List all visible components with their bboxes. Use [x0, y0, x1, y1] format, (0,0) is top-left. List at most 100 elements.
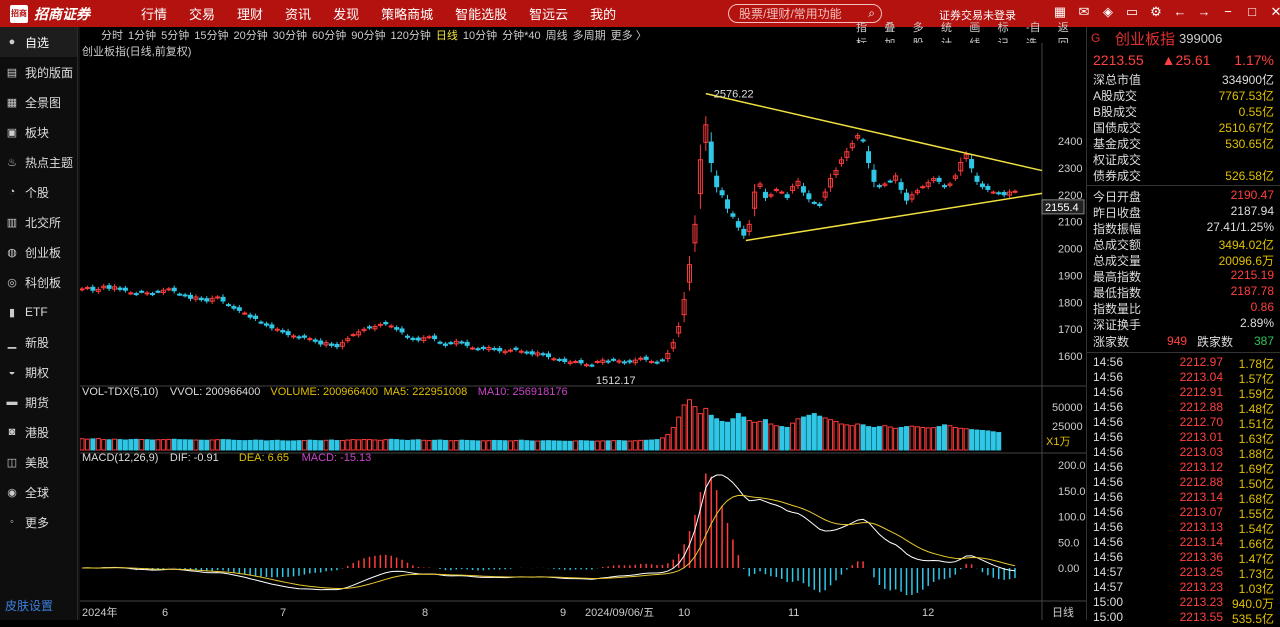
volume-bar	[621, 440, 627, 451]
nav-item[interactable]: 理财	[237, 7, 264, 22]
sidebar-item[interactable]: ▤ 我的版面	[0, 57, 77, 87]
tick-price: 2212.91	[1179, 385, 1223, 399]
period-tab[interactable]: 30分钟	[272, 30, 307, 42]
period-tab[interactable]: 周线	[545, 30, 568, 42]
stat-row: 指数振幅 27.41/1.25%	[1087, 220, 1280, 236]
cube-icon[interactable]: ◈	[1103, 4, 1113, 19]
tick-row: 14:56 2213.36 1.47亿	[1087, 550, 1280, 566]
volume-bar	[714, 418, 720, 451]
nav-item[interactable]: 资讯	[285, 7, 312, 22]
kline-chart-area[interactable]: 创业板指(日线,前复权) 1600 1700 1800 1900 2000 2100 2200…	[80, 43, 1086, 620]
period-tab[interactable]: 120分钟	[390, 30, 431, 42]
volume-bar	[849, 425, 855, 451]
candle-body	[790, 186, 796, 191]
forward-icon[interactable]: →	[1197, 4, 1211, 19]
candle-body	[920, 186, 926, 189]
period-tab[interactable]: 分时	[101, 30, 123, 42]
tick-amount: 535.5亿	[1231, 612, 1274, 626]
settings-icon[interactable]: ⚙	[1150, 4, 1162, 19]
candle-body	[811, 201, 817, 204]
monitor-icon[interactable]: ▭	[1125, 4, 1139, 19]
candle-body	[762, 191, 768, 198]
volume-bar	[101, 439, 107, 451]
tick-amount: 1.47亿	[1238, 552, 1274, 566]
search-icon[interactable]: ⌕	[868, 6, 875, 20]
nav-item[interactable]: 策略商城	[381, 7, 434, 22]
up-count-label: 涨家数	[1093, 334, 1130, 349]
period-tab[interactable]: 60分钟	[312, 30, 347, 42]
search-input[interactable]: 股票/理财/常用功能 ⌕	[728, 4, 882, 23]
sidebar-item[interactable]: ◫ 美股	[0, 447, 77, 477]
nav-item[interactable]: 智能选股	[455, 7, 508, 22]
sidebar-item[interactable]: ▁ 新股	[0, 327, 77, 357]
nav-item[interactable]: 发现	[333, 7, 360, 22]
tick-time: 14:56	[1093, 460, 1124, 474]
stat-row: 最高指数 2215.19	[1087, 268, 1280, 284]
period-tab[interactable]: 多周期	[572, 30, 606, 42]
period-tab[interactable]: 更多 〉	[610, 30, 647, 42]
period-tab[interactable]: 10分钟	[462, 30, 498, 42]
nav-item[interactable]: 行情	[141, 7, 168, 22]
tick-row: 14:56 2212.88 1.50亿	[1087, 475, 1280, 491]
candle-body	[670, 342, 676, 349]
down-count: 387	[1253, 334, 1274, 348]
candle-body	[659, 359, 665, 362]
index-name[interactable]: 创业板指	[1115, 30, 1176, 48]
sidebar-item[interactable]: ◒ 期权	[0, 357, 77, 387]
vol-tick-label: 25000	[1052, 421, 1083, 433]
period-tab[interactable]: 日线	[435, 30, 458, 42]
volume-bar	[177, 439, 183, 451]
tick-price: 2213.12	[1179, 460, 1223, 474]
period-tab[interactable]: 1分钟	[128, 30, 157, 42]
volume-bar	[242, 440, 248, 451]
kline-chart[interactable]: 创业板指(日线,前复权) 1600 1700 1800 1900 2000 2100 2200…	[80, 43, 1086, 620]
period-tab[interactable]: 5分钟	[161, 30, 190, 42]
period-tab[interactable]: 15分钟	[194, 30, 229, 42]
sidebar-item[interactable]: ◔ 个股	[0, 177, 77, 207]
mail-icon[interactable]: ✉	[1078, 4, 1090, 19]
sidebar-item[interactable]: ◙ 港股	[0, 417, 77, 447]
tick-list[interactable]: 14:56 2212.97 1.78亿 14:56 2213.04 1.57亿 14:56 2…	[1087, 355, 1280, 626]
skin-settings[interactable]: 皮肤设置	[5, 599, 54, 613]
volume-bar	[632, 440, 638, 451]
sidebar-item[interactable]: ▦ 全景图	[0, 87, 77, 117]
grid-icon[interactable]: ▦	[1053, 4, 1067, 19]
volume-bar	[996, 432, 1002, 451]
close-icon[interactable]: ✕	[1270, 4, 1280, 19]
volume-bar	[551, 440, 557, 451]
sidebar-item[interactable]: ▮ ETF	[0, 297, 77, 327]
sidebar-item[interactable]: ◉ 全球	[0, 477, 77, 507]
sidebar-item[interactable]: ▣ 板块	[0, 117, 77, 147]
nav-item[interactable]: 我的	[590, 7, 617, 22]
tick-time: 14:56	[1093, 550, 1124, 564]
sidebar-item-label: 期货	[25, 395, 50, 410]
volume-bar	[611, 440, 617, 451]
period-tab[interactable]: 90分钟	[351, 30, 386, 42]
volume-bar	[990, 431, 996, 451]
sidebar-item[interactable]: ◍ 创业板	[0, 237, 77, 267]
volume-bar	[762, 419, 768, 451]
back-icon[interactable]: ←	[1173, 4, 1187, 19]
volume-bar	[600, 440, 606, 451]
stock-icon: ◔	[8, 186, 16, 198]
account-status[interactable]: 证券交易未登录	[939, 10, 1016, 22]
sidebar-item[interactable]: ▥ 北交所	[0, 207, 77, 237]
volume-bar	[470, 440, 476, 451]
tick-row: 14:56 2213.07 1.55亿	[1087, 505, 1280, 521]
volume-bar	[752, 421, 758, 451]
minimize-icon[interactable]: −	[1224, 4, 1232, 19]
sidebar-item[interactable]: ◦ 更多	[0, 507, 77, 537]
sidebar-item[interactable]: ● 自选	[0, 27, 77, 57]
nav-item[interactable]: 智远云	[529, 7, 569, 22]
nav-item[interactable]: 交易	[189, 7, 216, 22]
candle-body	[144, 292, 150, 295]
stat-label: 指数量比	[1093, 302, 1142, 316]
period-tab[interactable]: 分钟*40	[502, 30, 541, 42]
period-tab[interactable]: 20分钟	[233, 30, 268, 42]
maximize-icon[interactable]: □	[1248, 4, 1256, 19]
sidebar-item[interactable]: ◎ 科创板	[0, 267, 77, 297]
sidebar-item[interactable]: ▬ 期货	[0, 387, 77, 417]
sidebar-item-label: 美股	[25, 455, 50, 470]
tick-time: 14:57	[1093, 565, 1124, 579]
sidebar-item[interactable]: ♨ 热点主题	[0, 147, 77, 177]
